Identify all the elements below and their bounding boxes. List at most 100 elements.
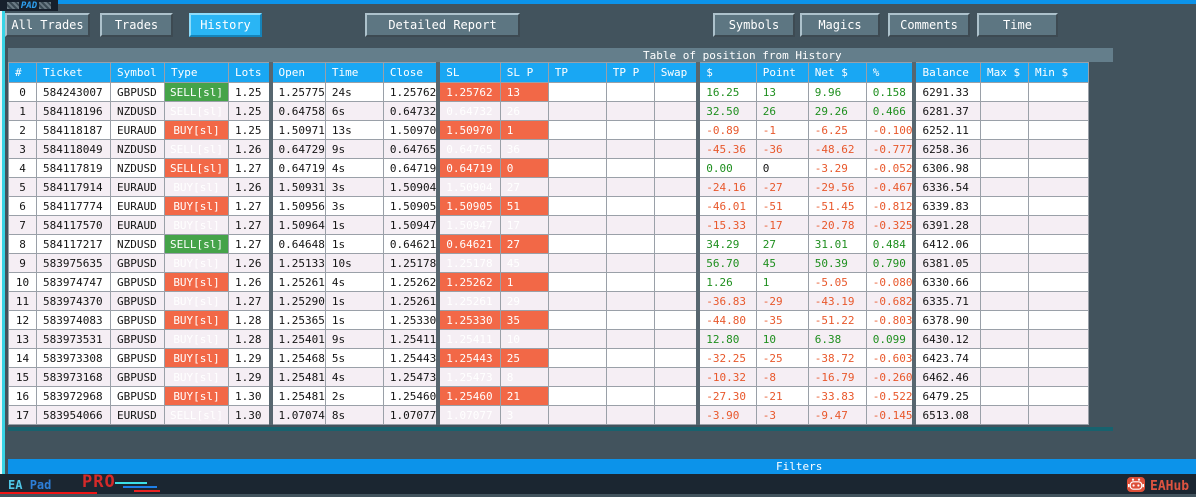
history-row-17[interactable]: 17 583954066 EURUSD SELL[sl] 1.30 1.07074 8s 1.…	[8, 405, 1089, 425]
cell-sl: 1.25261	[436, 291, 501, 311]
filter-button-magics[interactable]: Magics	[800, 13, 880, 37]
history-row-9[interactable]: 9 583975635 GBPUSD BUY[sl] 1.26 1.25133 10s 1.2…	[8, 253, 1089, 273]
cell-min	[1027, 82, 1089, 102]
title-decoration-right	[39, 2, 52, 9]
cell-sl: 1.25473	[436, 367, 501, 387]
cell-net: -20.78	[807, 215, 867, 235]
cell-symbol: GBPUSD	[110, 310, 165, 330]
cell-lots: 1.26	[228, 272, 271, 292]
cell-tp	[547, 177, 607, 197]
cell-swap	[653, 234, 699, 254]
cell-tp_p	[605, 272, 655, 292]
cell-sl_p: 3	[499, 405, 549, 425]
cell-time: 4s	[324, 158, 384, 178]
cell-balance: 6330.66	[912, 272, 981, 292]
cell-pct: 0.790	[865, 253, 915, 273]
history-row-6[interactable]: 6 584117774 EURAUD BUY[sl] 1.27 1.50956 3s 1.50…	[8, 196, 1089, 216]
cell-symbol: GBPUSD	[110, 291, 165, 311]
cell-type: SELL[sl]	[164, 139, 229, 159]
history-row-16[interactable]: 16 583972968 GBPUSD BUY[sl] 1.30 1.25481 2s 1.2…	[8, 386, 1089, 406]
tab-detailed-report[interactable]: Detailed Report	[365, 13, 520, 37]
cell-swap	[653, 158, 699, 178]
cell-ticket: 583974083	[36, 310, 111, 330]
cell-symbol: EURAUD	[110, 215, 165, 235]
filter-button-symbols[interactable]: Symbols	[713, 13, 795, 37]
cell-point: 13	[755, 82, 809, 102]
cell-time: 4s	[324, 272, 384, 292]
cell-min	[1027, 101, 1089, 121]
history-row-15[interactable]: 15 583973168 GBPUSD BUY[sl] 1.29 1.25481 4s 1.2…	[8, 367, 1089, 387]
history-row-8[interactable]: 8 584117217 NZDUSD SELL[sl] 1.27 0.64648 1s 0.6…	[8, 234, 1089, 254]
history-table-body: 0 584243007 GBPUSD SELL[sl] 1.25 1.25775 24s 1.…	[8, 82, 1089, 425]
cell-tp_p	[605, 120, 655, 140]
cell-tp_p	[605, 329, 655, 349]
cell-swap	[653, 405, 699, 425]
history-row-7[interactable]: 7 584117570 EURAUD BUY[sl] 1.27 1.50964 1s 1.50…	[8, 215, 1089, 235]
robot-icon	[1126, 475, 1146, 497]
cell-max	[979, 291, 1029, 311]
column-header-type: Type	[164, 62, 229, 83]
tab-all-trades[interactable]: All Trades	[5, 13, 90, 37]
cell-sl: 0.64765	[436, 139, 501, 159]
cell-min	[1027, 158, 1089, 178]
cell-net: 6.38	[807, 329, 867, 349]
cell-type: SELL[sl]	[164, 405, 229, 425]
cell-swap	[653, 101, 699, 121]
cell-type: BUY[sl]	[164, 253, 229, 273]
history-row-13[interactable]: 13 583973531 GBPUSD BUY[sl] 1.28 1.25401 9s 1.2…	[8, 329, 1089, 349]
cell-lots: 1.25	[228, 120, 271, 140]
cell-lots: 1.27	[228, 215, 271, 235]
filter-button-time[interactable]: Time	[977, 13, 1058, 37]
cell-sl_p: 17	[499, 215, 549, 235]
cell-usd: 16.25	[696, 82, 757, 102]
column-header-swap: Swap	[653, 62, 699, 83]
table-title: Table of position from History	[643, 48, 842, 62]
cell-symbol: NZDUSD	[110, 234, 165, 254]
cell-point: -25	[755, 348, 809, 368]
filters-bar[interactable]: Filters	[8, 459, 1196, 474]
cell-n: 15	[8, 367, 37, 387]
cell-open: 1.25468	[268, 348, 326, 368]
cell-swap	[653, 348, 699, 368]
cell-tp_p	[605, 82, 655, 102]
history-row-4[interactable]: 4 584117819 NZDUSD SELL[sl] 1.27 0.64719 4s 0.6…	[8, 158, 1089, 178]
cell-ticket: 584118187	[36, 120, 111, 140]
history-row-12[interactable]: 12 583974083 GBPUSD BUY[sl] 1.28 1.25365 1s 1.2…	[8, 310, 1089, 330]
cell-balance: 6306.98	[912, 158, 981, 178]
cell-tp_p	[605, 196, 655, 216]
history-row-5[interactable]: 5 584117914 EURAUD BUY[sl] 1.26 1.50931 3s 1.50…	[8, 177, 1089, 197]
cell-usd: 32.50	[696, 101, 757, 121]
bottom-red-strip	[0, 492, 97, 494]
tab-trades[interactable]: Trades	[100, 13, 173, 37]
cell-net: -29.56	[807, 177, 867, 197]
cell-sl: 0.64732	[436, 101, 501, 121]
cell-net: 29.26	[807, 101, 867, 121]
history-row-0[interactable]: 0 584243007 GBPUSD SELL[sl] 1.25 1.25775 24s 1.…	[8, 82, 1089, 102]
history-row-10[interactable]: 10 583974747 GBPUSD BUY[sl] 1.26 1.25261 4s 1.2…	[8, 272, 1089, 292]
cell-open: 0.64729	[268, 139, 326, 159]
cell-max	[979, 348, 1029, 368]
cell-point: -8	[755, 367, 809, 387]
column-header-pct: %	[865, 62, 915, 83]
history-row-14[interactable]: 14 583973308 GBPUSD BUY[sl] 1.29 1.25468 5s 1.2…	[8, 348, 1089, 368]
cell-open: 1.25290	[268, 291, 326, 311]
filter-button-comments[interactable]: Comments	[888, 13, 970, 37]
tab-history[interactable]: History	[189, 13, 262, 37]
cell-pct: 0.158	[865, 82, 915, 102]
history-row-2[interactable]: 2 584118187 EURAUD BUY[sl] 1.25 1.50971 13s 1.5…	[8, 120, 1089, 140]
cell-tp	[547, 405, 607, 425]
cell-open: 1.50956	[268, 196, 326, 216]
cell-type: BUY[sl]	[164, 329, 229, 349]
cell-tp_p	[605, 386, 655, 406]
cell-time: 2s	[324, 386, 384, 406]
history-row-3[interactable]: 3 584118049 NZDUSD SELL[sl] 1.26 0.64729 9s 0.6…	[8, 139, 1089, 159]
history-row-1[interactable]: 1 584118196 NZDUSD SELL[sl] 1.25 0.64758 6s 0.6…	[8, 101, 1089, 121]
cell-point: 26	[755, 101, 809, 121]
cell-n: 12	[8, 310, 37, 330]
history-row-11[interactable]: 11 583974370 GBPUSD BUY[sl] 1.27 1.25290 1s 1.2…	[8, 291, 1089, 311]
cell-time: 1s	[324, 310, 384, 330]
cell-sl_p: 25	[499, 348, 549, 368]
cell-usd: 56.70	[696, 253, 757, 273]
cell-max	[979, 82, 1029, 102]
cell-point: -27	[755, 177, 809, 197]
